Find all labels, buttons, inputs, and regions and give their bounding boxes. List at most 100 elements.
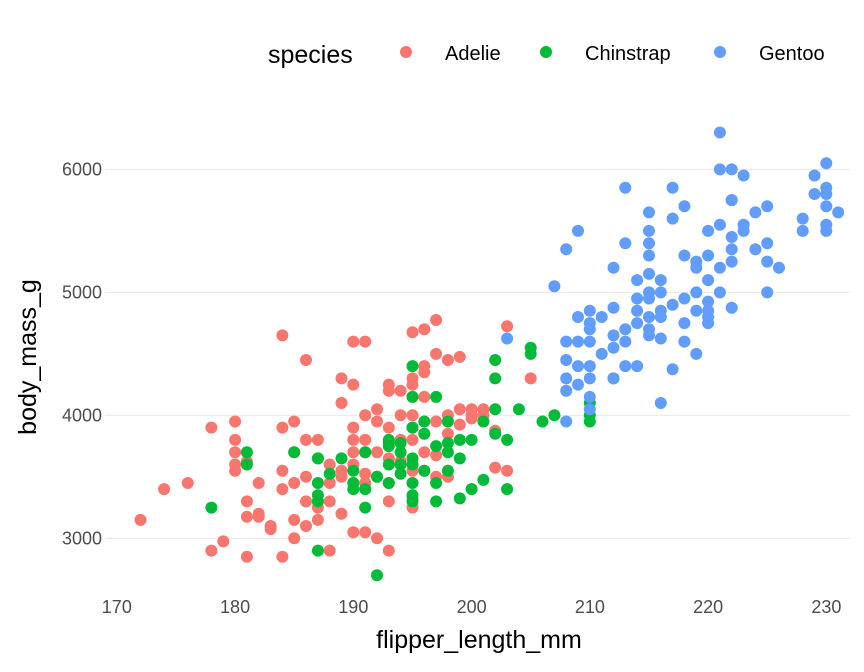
data-point xyxy=(240,458,253,471)
data-point xyxy=(489,354,502,366)
data-point xyxy=(371,403,383,416)
data-point xyxy=(359,467,372,480)
data-point xyxy=(335,397,348,409)
data-point xyxy=(489,427,502,440)
data-point xyxy=(359,433,372,446)
data-point xyxy=(643,224,655,237)
data-point xyxy=(382,544,395,557)
data-point xyxy=(631,304,644,317)
data-point xyxy=(229,433,242,446)
data-point xyxy=(643,267,655,280)
x-tick-label: 220 xyxy=(693,597,723,617)
data-point xyxy=(264,523,277,536)
data-point xyxy=(382,477,395,489)
data-point xyxy=(501,433,514,446)
data-point xyxy=(453,492,466,505)
data-point xyxy=(418,464,431,477)
data-point xyxy=(418,360,431,373)
data-point xyxy=(441,354,454,366)
data-point xyxy=(643,249,655,262)
x-tick-label: 170 xyxy=(102,597,132,617)
data-point xyxy=(654,286,667,299)
data-point xyxy=(489,372,502,385)
data-point xyxy=(832,206,845,219)
data-point xyxy=(323,544,336,557)
data-point xyxy=(347,421,360,434)
data-point xyxy=(441,427,454,440)
data-point xyxy=(288,415,301,428)
data-point xyxy=(406,477,419,489)
data-point xyxy=(713,126,726,139)
data-point xyxy=(737,218,750,231)
data-point xyxy=(595,311,608,323)
data-point xyxy=(477,403,490,416)
data-point xyxy=(394,409,407,422)
data-point xyxy=(229,415,242,428)
data-point xyxy=(725,301,738,314)
data-point xyxy=(311,495,324,508)
data-point xyxy=(382,421,395,434)
data-point xyxy=(300,520,312,532)
data-point xyxy=(453,433,466,446)
data-point xyxy=(737,169,750,182)
data-point xyxy=(453,418,466,431)
data-point xyxy=(666,363,679,376)
data-point xyxy=(489,403,502,416)
data-point xyxy=(678,317,691,330)
data-point xyxy=(560,384,573,397)
data-point xyxy=(311,452,324,465)
data-point xyxy=(607,261,620,274)
data-point xyxy=(583,304,596,317)
data-point xyxy=(501,464,514,477)
data-point xyxy=(371,532,383,545)
data-point xyxy=(311,477,324,489)
data-point xyxy=(359,409,372,422)
data-point xyxy=(595,347,608,360)
data-point xyxy=(347,335,360,348)
y-tick-label: 5000 xyxy=(62,282,102,302)
data-point xyxy=(654,274,667,287)
data-point xyxy=(560,415,573,428)
data-point xyxy=(359,335,372,348)
data-point xyxy=(406,326,419,339)
data-point xyxy=(441,437,454,449)
data-point xyxy=(371,446,383,459)
data-point xyxy=(654,332,667,345)
data-point xyxy=(796,224,809,237)
data-point xyxy=(406,458,419,471)
data-point xyxy=(690,286,703,299)
data-point xyxy=(430,495,443,508)
data-point xyxy=(725,163,738,176)
data-point xyxy=(619,237,632,250)
data-point xyxy=(713,218,726,231)
data-point xyxy=(335,507,348,520)
data-point xyxy=(465,483,478,496)
data-point xyxy=(501,332,514,345)
data-point xyxy=(311,433,324,446)
data-point xyxy=(808,188,821,200)
data-point xyxy=(548,409,561,422)
data-point xyxy=(536,415,549,428)
data-point xyxy=(359,526,372,539)
data-point xyxy=(276,464,289,477)
data-point xyxy=(465,433,478,446)
data-point xyxy=(288,477,301,489)
data-point xyxy=(276,329,289,342)
data-point xyxy=(418,390,431,403)
data-point xyxy=(654,304,667,317)
data-point xyxy=(725,255,738,268)
data-point xyxy=(382,440,395,453)
data-point xyxy=(713,163,726,176)
data-point xyxy=(796,212,809,225)
x-tick-label: 180 xyxy=(220,597,250,617)
x-tick-label: 230 xyxy=(811,597,841,617)
data-point xyxy=(359,446,372,459)
legend-key-adelie xyxy=(400,46,412,58)
data-point xyxy=(619,335,632,348)
data-point xyxy=(347,526,360,539)
data-point xyxy=(702,274,715,287)
data-point xyxy=(666,298,679,311)
data-point xyxy=(217,535,230,548)
data-point xyxy=(371,470,383,483)
data-point xyxy=(323,467,336,480)
